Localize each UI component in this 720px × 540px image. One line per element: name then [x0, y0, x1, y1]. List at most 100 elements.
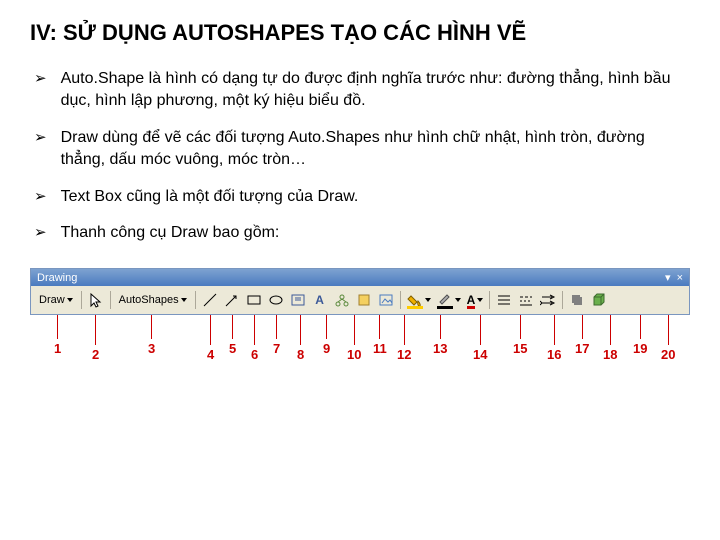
toolbar-separator	[489, 291, 490, 309]
callout-number: 6	[251, 347, 258, 362]
callout: 17	[575, 315, 589, 356]
callout-number: 17	[575, 341, 589, 356]
fontcolor-icon[interactable]: A	[465, 289, 486, 311]
callout-line-icon	[326, 315, 327, 339]
callout-number: 3	[148, 341, 155, 356]
callout-number: 12	[397, 347, 411, 362]
callout-line-icon	[480, 315, 481, 345]
bullet-item: ➢ Thanh công cụ Draw bao gồm:	[30, 222, 690, 244]
callout: 6	[251, 315, 258, 362]
arrowstyle-icon[interactable]	[538, 289, 558, 311]
textbox-icon[interactable]	[288, 289, 308, 311]
toolbar-separator	[562, 291, 563, 309]
callout-number: 16	[547, 347, 561, 362]
callout-line-icon	[640, 315, 641, 339]
callout-number: 18	[603, 347, 617, 362]
bullet-marker-icon: ➢	[34, 127, 47, 148]
bullet-text: Thanh công cụ Draw bao gồm:	[61, 222, 690, 244]
callout-number: 20	[661, 347, 675, 362]
bullet-text: Auto.Shape là hình có dạng tự do được đị…	[61, 68, 690, 113]
toolbar-separator	[110, 291, 111, 309]
callout-line-icon	[554, 315, 555, 345]
toolbar-titlebar[interactable]: Drawing ▾ ×	[31, 269, 689, 286]
callout-number: 4	[207, 347, 214, 362]
bullet-text: Text Box cũng là một đối tượng của Draw.	[61, 186, 690, 208]
callout-number: 2	[92, 347, 99, 362]
toolbar-separator	[195, 291, 196, 309]
toolbar-close-icon[interactable]: ×	[677, 272, 683, 284]
callout-number: 9	[323, 341, 330, 356]
callout-number: 13	[433, 341, 447, 356]
clipart-icon[interactable]	[354, 289, 374, 311]
drawing-toolbar: Drawing ▾ × Draw AutoShapes A A	[30, 268, 690, 315]
callout-line-icon	[582, 315, 583, 339]
callout-number: 11	[373, 341, 387, 356]
lineweight-icon[interactable]	[494, 289, 514, 311]
callout: 1	[54, 315, 61, 356]
callout: 15	[513, 315, 527, 356]
callout-line-icon	[404, 315, 405, 345]
cursor-icon[interactable]	[86, 289, 106, 311]
callout: 13	[433, 315, 447, 356]
bullet-marker-icon: ➢	[34, 68, 47, 89]
callout-number: 15	[513, 341, 527, 356]
callout-line-icon	[57, 315, 58, 339]
callout: 14	[473, 315, 487, 362]
callout: 12	[397, 315, 411, 362]
fillcolor-icon[interactable]	[405, 289, 433, 311]
linecolor-icon[interactable]	[435, 289, 463, 311]
callout-number: 14	[473, 347, 487, 362]
callout-number: 10	[347, 347, 361, 362]
toolbar-separator	[400, 291, 401, 309]
callout-number: 19	[633, 341, 647, 356]
callout: 3	[148, 315, 155, 356]
callout: 10	[347, 315, 361, 362]
callout-number: 8	[297, 347, 304, 362]
bullet-item: ➢ Draw dùng để vẽ các đối tượng Auto.Shap…	[30, 127, 690, 172]
draw-menu-button[interactable]: Draw	[35, 289, 77, 311]
bullet-text: Draw dùng để vẽ các đối tượng Auto.Shape…	[61, 127, 690, 172]
callout: 5	[229, 315, 236, 356]
callout: 9	[323, 315, 330, 356]
bullet-list: ➢ Auto.Shape là hình có dạng tự do được đ…	[30, 68, 690, 244]
bullet-marker-icon: ➢	[34, 222, 47, 243]
diagram-icon[interactable]	[332, 289, 352, 311]
callout-line-icon	[210, 315, 211, 345]
callout-line-icon	[300, 315, 301, 345]
bullet-item: ➢ Auto.Shape là hình có dạng tự do được đ…	[30, 68, 690, 113]
callout: 18	[603, 315, 617, 362]
bullet-marker-icon: ➢	[34, 186, 47, 207]
oval-icon[interactable]	[266, 289, 286, 311]
3d-icon[interactable]	[589, 289, 609, 311]
line-icon[interactable]	[200, 289, 220, 311]
callout-line-icon	[354, 315, 355, 345]
callout-line-icon	[95, 315, 96, 345]
page-title: IV: SỬ DỤNG AUTOSHAPES TẠO CÁC HÌNH VẼ	[30, 20, 690, 46]
picture-icon[interactable]	[376, 289, 396, 311]
toolbar-separator	[81, 291, 82, 309]
callout-line-icon	[254, 315, 255, 345]
bullet-item: ➢ Text Box cũng là một đối tượng của Draw…	[30, 186, 690, 208]
callout-line-icon	[610, 315, 611, 345]
shadow-icon[interactable]	[567, 289, 587, 311]
dash-icon[interactable]	[516, 289, 536, 311]
callout-number: 5	[229, 341, 236, 356]
callout-line-icon	[379, 315, 380, 339]
wordart-icon[interactable]: A	[310, 289, 330, 311]
rect-icon[interactable]	[244, 289, 264, 311]
callout: 20	[661, 315, 675, 362]
callout-line-icon	[520, 315, 521, 339]
callout-line-icon	[232, 315, 233, 339]
callout-line-icon	[668, 315, 669, 345]
arrow-icon[interactable]	[222, 289, 242, 311]
callout: 8	[297, 315, 304, 362]
toolbar-title-text: Drawing	[37, 272, 77, 284]
autoshapes-menu-button[interactable]: AutoShapes	[115, 289, 191, 311]
callout: 16	[547, 315, 561, 362]
callout-line-icon	[151, 315, 152, 339]
callout: 7	[273, 315, 280, 356]
callout: 19	[633, 315, 647, 356]
callout-layer: 1234567891011121314151617181920	[30, 315, 690, 375]
toolbar-options-icon[interactable]: ▾	[665, 271, 671, 284]
callout-number: 1	[54, 341, 61, 356]
